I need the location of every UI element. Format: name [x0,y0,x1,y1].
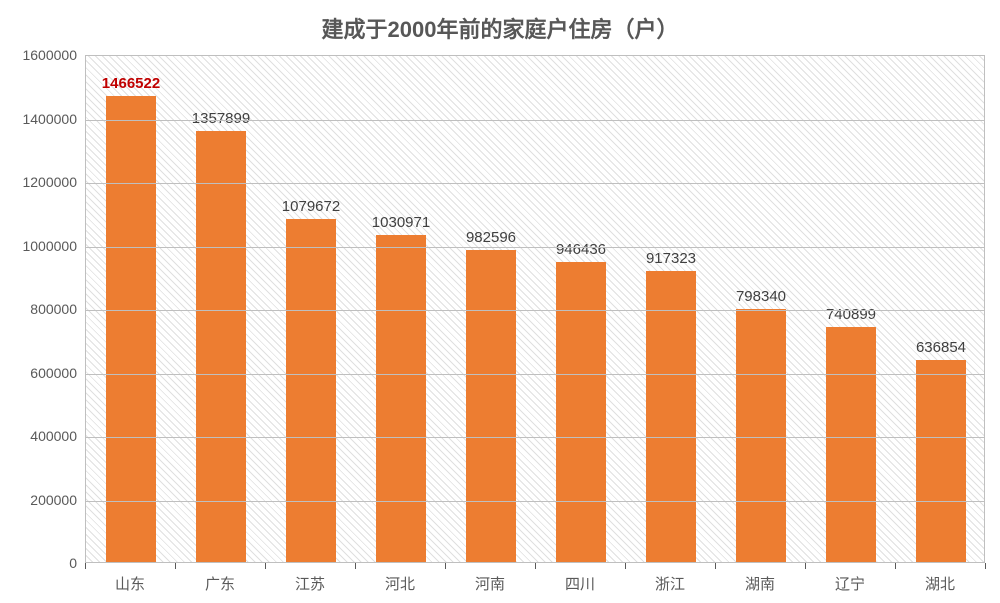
x-tick-label: 四川 [535,573,625,594]
x-tick [715,563,716,569]
bar [106,96,156,562]
x-tick [985,563,986,569]
chart-title: 建成于2000年前的家庭户住房（户） [0,0,1000,44]
gridline [86,374,984,375]
x-tick [895,563,896,569]
bar-value-label: 917323 [626,250,716,267]
bar [286,219,336,562]
bar [376,235,426,562]
x-tick-label: 江苏 [265,573,355,594]
x-tick [265,563,266,569]
x-tick [355,563,356,569]
bar [196,131,246,562]
bar-value-label-highlight: 1466522 [86,75,176,92]
x-tick-label: 广东 [175,573,265,594]
bar [646,271,696,562]
y-tick-label: 1200000 [22,174,77,190]
x-tick-label: 河北 [355,573,445,594]
x-tick [535,563,536,569]
bar [736,309,786,562]
x-tick [805,563,806,569]
bar-value-label: 1357899 [176,110,266,127]
bar [916,360,966,562]
x-tick-label: 山东 [85,573,175,594]
bar-value-label: 982596 [446,229,536,246]
gridline [86,501,984,502]
y-tick-label: 0 [69,555,77,571]
gridline [86,120,984,121]
y-tick-label: 400000 [30,428,77,444]
bar-value-label: 740899 [806,306,896,323]
gridline [86,437,984,438]
bar-value-label: 636854 [896,339,985,356]
y-tick-label: 600000 [30,365,77,381]
bar-value-label: 1030971 [356,214,446,231]
bar [826,327,876,562]
plot-area: 1466522 1357899 10796721030971982596946436… [85,55,985,563]
y-tick-label: 800000 [30,301,77,317]
y-tick-label: 1400000 [22,111,77,127]
gridline [86,310,984,311]
x-tick [175,563,176,569]
x-axis: 山东广东江苏河北河南四川浙江湖南辽宁湖北 [85,563,985,603]
x-tick [625,563,626,569]
bar-value-label: 946436 [536,241,626,258]
x-tick-label: 辽宁 [805,573,895,594]
bar [556,262,606,562]
gridline [86,183,984,184]
y-tick-label: 1000000 [22,238,77,254]
x-tick-label: 浙江 [625,573,715,594]
x-tick-label: 河南 [445,573,535,594]
x-tick-label: 湖北 [895,573,985,594]
bars-layer: 1466522 1357899 10796721030971982596946436… [86,56,984,562]
bar-value-label: 1079672 [266,198,356,215]
y-axis: 0200000400000600000800000100000012000001… [0,55,77,563]
x-tick [85,563,86,569]
x-tick-label: 湖南 [715,573,805,594]
y-tick-label: 200000 [30,492,77,508]
gridline [86,247,984,248]
x-tick [445,563,446,569]
bar [466,250,516,562]
y-tick-label: 1600000 [22,47,77,63]
bar-value-label: 798340 [716,288,806,305]
bar-chart: 建成于2000年前的家庭户住房（户） 1466522 1357899 1079672… [0,0,1000,603]
